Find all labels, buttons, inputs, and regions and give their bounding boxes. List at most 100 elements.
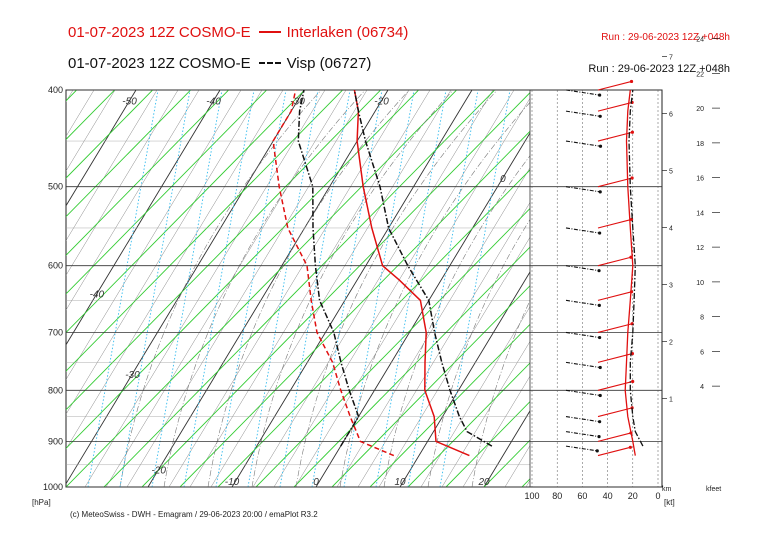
kfeet-tick-label: 20: [696, 106, 704, 113]
mixing-ratio-line: [375, 90, 447, 487]
wind-arrow: [565, 361, 601, 369]
isotherm-label: 10: [394, 477, 406, 488]
pressure-tick-label: 500: [48, 182, 63, 192]
wind-tick-label: 40: [603, 491, 613, 501]
temperature-line-0: [353, 90, 470, 457]
mixing-ratio-line: [87, 90, 159, 487]
wind-arrow-head: [598, 335, 602, 340]
isotherm-line: [0, 90, 31, 487]
copyright-footer: (c) MeteoSwiss - DWH - Emagram / 29-06-2…: [70, 510, 318, 519]
dry-adiabat-line: [66, 90, 344, 372]
kfeet-tick-label: 12: [696, 245, 704, 252]
wind-arrow: [565, 265, 600, 272]
wind-arrow-head: [598, 420, 602, 424]
pressure-tick-label: 400: [48, 85, 63, 95]
isotherm-line: [568, 90, 766, 487]
wind-tick-label: 80: [552, 491, 562, 501]
moist-adiabat-line: [471, 300, 530, 487]
dry-adiabat-line: [103, 90, 496, 487]
isotherm-line: [66, 90, 74, 103]
wind-arrow: [597, 218, 632, 229]
kfeet-tick-label: 16: [696, 176, 704, 183]
title-interlaken: 01-07-2023 12Z COSMO-E Interlaken (06734): [68, 24, 408, 41]
isotherm-major-line: [399, 271, 530, 487]
isotherm-line: [694, 90, 766, 487]
km-tick-label: 1: [669, 397, 673, 404]
kfeet-tick-label: 6: [700, 349, 704, 356]
isotherm-line: [504, 445, 530, 487]
dry-adiabat-line: [217, 169, 530, 487]
wind-arrow: [597, 432, 632, 442]
wind-arrow-head: [628, 445, 632, 449]
dry-adiabat-line: [712, 50, 766, 487]
mixing-ratio-line: [343, 90, 415, 487]
dry-adiabat-line: [407, 362, 530, 487]
wind-arrow: [597, 407, 633, 418]
wind-tick-label: 0: [655, 491, 660, 501]
wind-arrow: [597, 177, 633, 188]
pressure-tick-label: 1000: [43, 482, 63, 492]
title-interlaken-station: Interlaken (06734): [286, 24, 409, 41]
isotherm-label: -50: [122, 97, 137, 108]
wind-arrow: [565, 89, 600, 96]
kfeet-tick-label: 24: [696, 37, 704, 44]
title-visp-station: Visp (06727): [286, 55, 372, 72]
isotherm-line: [66, 90, 137, 207]
km-tick-label: 7: [669, 55, 673, 62]
wind-speed-line-0: [624, 89, 636, 456]
isotherm-line: [420, 306, 530, 487]
isotherm-line: [378, 236, 530, 487]
isotherm-line: [66, 90, 95, 137]
wind-arrow-head: [630, 130, 634, 134]
wind-arrow-head: [598, 365, 602, 370]
wind-arrow: [597, 256, 632, 267]
isotherm-line: [441, 340, 530, 487]
moist-adiabat-line: [119, 90, 322, 487]
isotherm-line: [0, 90, 52, 487]
dry-adiabat-line: [293, 246, 530, 487]
isotherm-line: [294, 97, 530, 487]
dry-adiabat-line: [141, 92, 530, 487]
pressure-unit-label: [hPa]: [32, 498, 51, 507]
pressure-tick-label: 600: [48, 261, 63, 271]
isotherm-line: [210, 90, 452, 487]
isotherm-line: [736, 90, 766, 487]
title-visp-date: 01-07-2023 12Z COSMO-E: [68, 55, 251, 72]
legend-solid-red-icon: [258, 30, 281, 33]
mixing-ratio-line: [407, 90, 479, 487]
mixing-ratio-line: [279, 90, 351, 487]
kfeet-tick-label: 10: [696, 280, 704, 287]
title-visp: 01-07-2023 12Z COSMO-E Visp (06727): [68, 55, 371, 72]
isotherm-major-line: [568, 90, 766, 487]
isotherm-line: [525, 479, 530, 487]
dry-adiabat-line: [66, 90, 420, 450]
isotherm-line: [168, 90, 410, 487]
wind-arrow: [597, 353, 633, 363]
isotherm-line: [126, 90, 368, 487]
wind-arrow-head: [598, 144, 603, 148]
wind-arrow: [565, 227, 600, 234]
wind-arrow-head: [630, 176, 634, 180]
wind-arrow-head: [629, 79, 634, 84]
isotherm-line: [252, 90, 494, 487]
isotherm-line: [757, 90, 766, 487]
wind-tick-label: 100: [524, 491, 539, 501]
isotherm-label: 0: [313, 477, 319, 488]
wind-arrow-head: [597, 303, 601, 307]
dry-adiabat-line: [445, 400, 530, 487]
dry-adiabat-line: [521, 478, 530, 487]
isotherm-line: [336, 167, 530, 487]
kfeet-tick-label: 14: [696, 210, 704, 217]
pressure-tick-label: 900: [48, 436, 63, 446]
wind-arrow-head: [598, 393, 602, 398]
isotherm-label: -40: [90, 290, 105, 301]
isotherm-line: [66, 90, 284, 450]
isotherm-line: [357, 202, 530, 487]
background-grid: [0, 50, 766, 487]
wind-arrow-head: [598, 231, 602, 235]
wind-arrow: [565, 445, 598, 452]
isotherm-line: [673, 90, 766, 487]
dry-adiabat-line: [560, 50, 766, 487]
wind-arrow: [597, 101, 633, 112]
